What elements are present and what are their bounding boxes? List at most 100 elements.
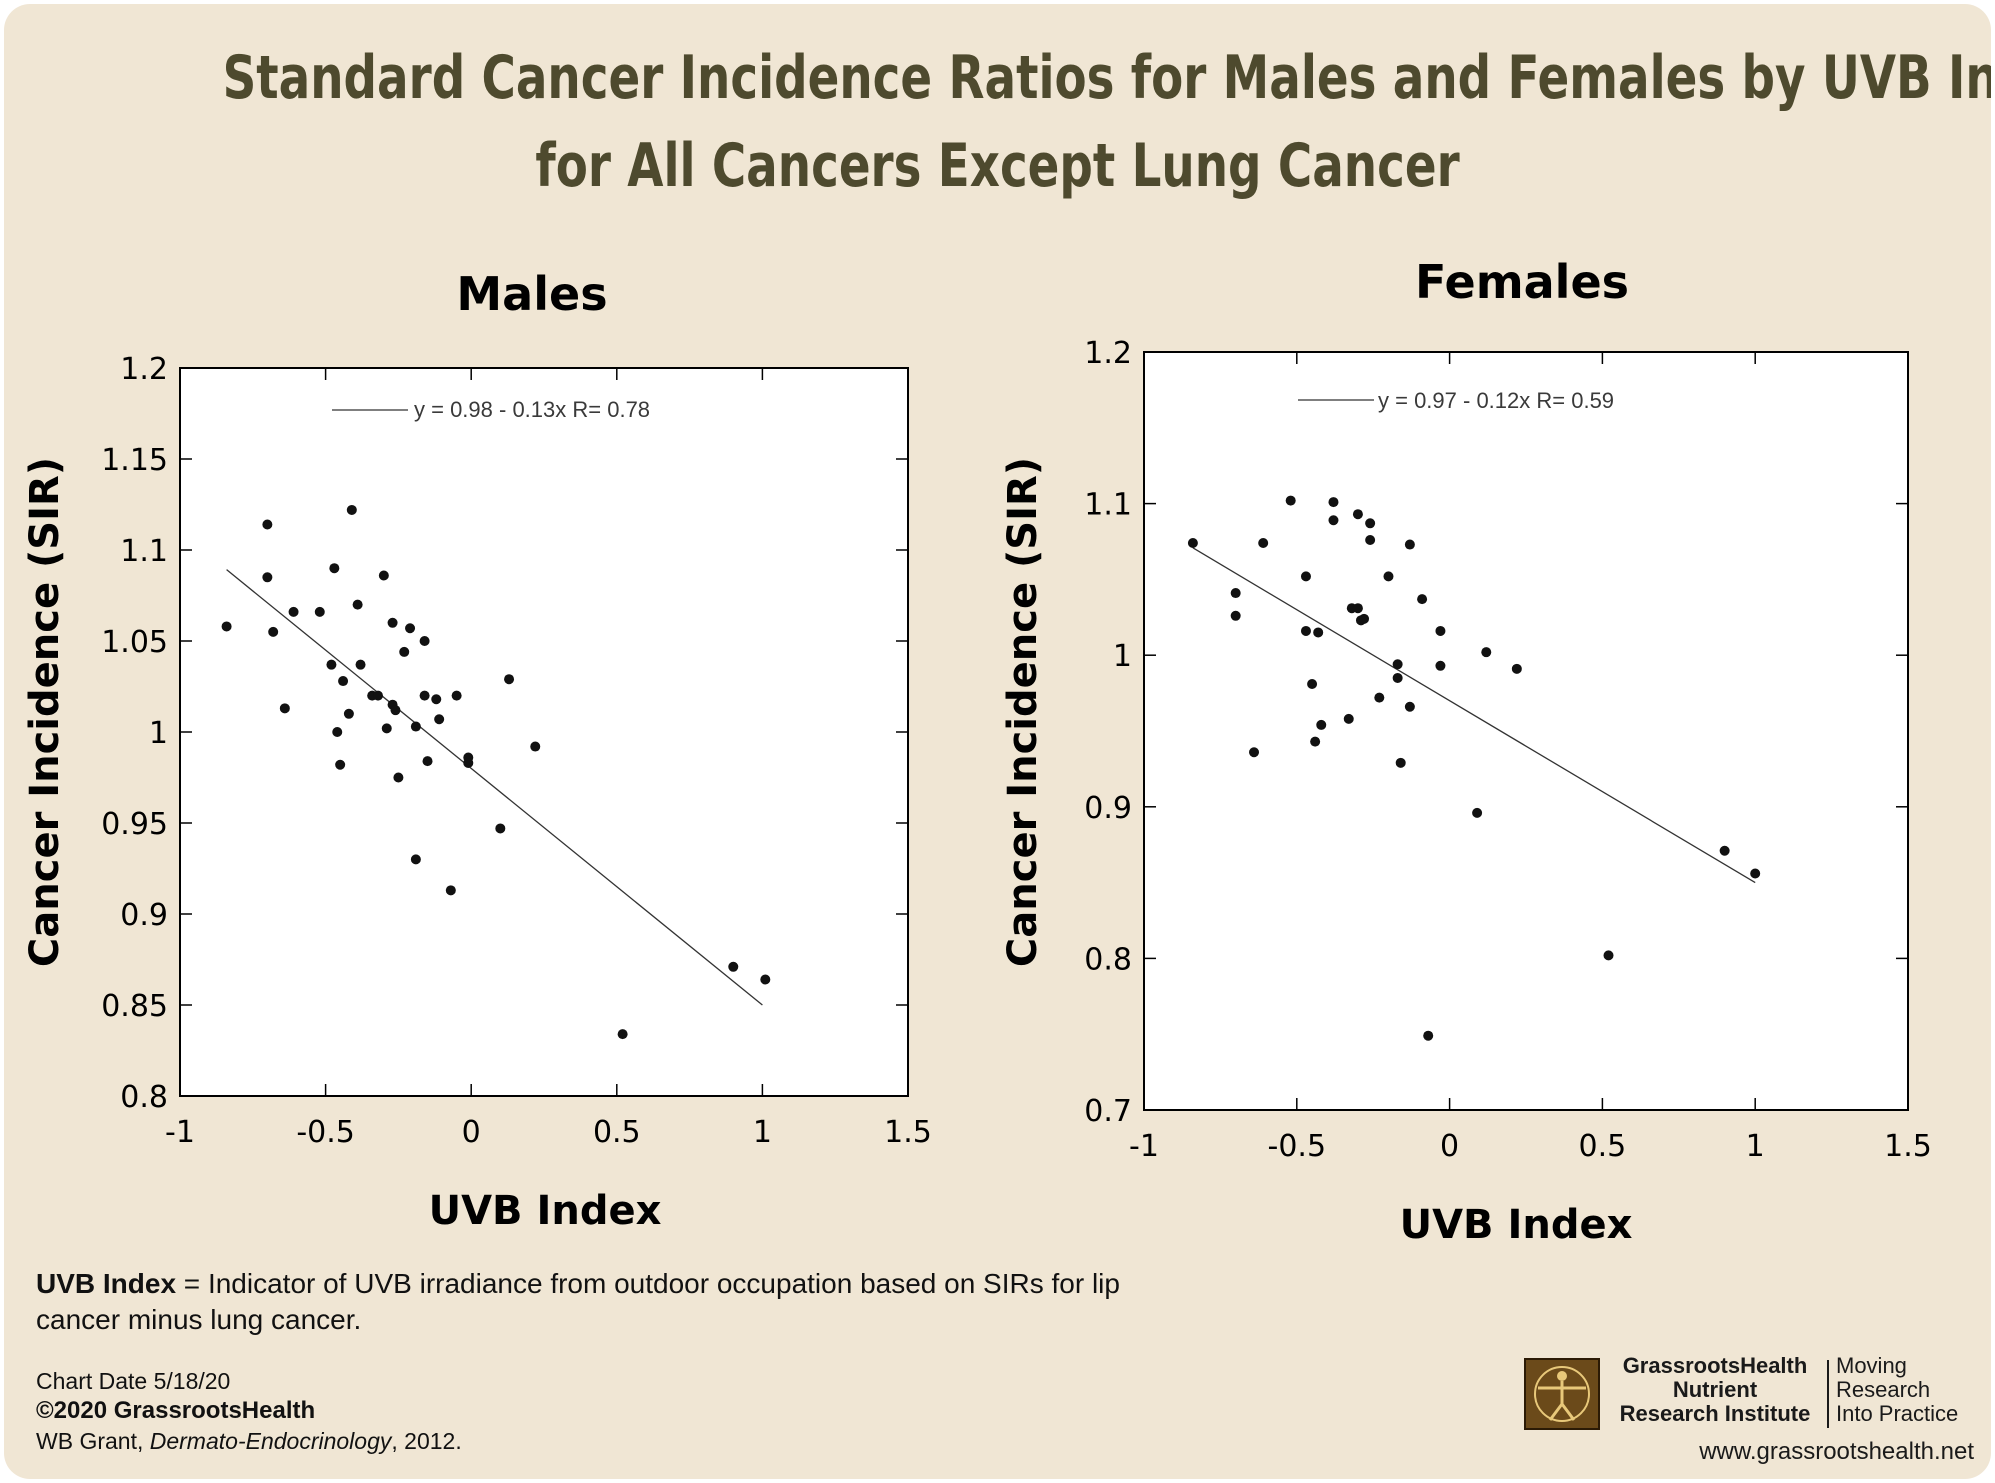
data-point: [463, 757, 474, 768]
data-point: [419, 636, 430, 646]
citation-author: WB Grant,: [36, 1428, 150, 1454]
y-tick-label: 1: [1113, 639, 1132, 674]
data-point: [431, 694, 442, 705]
data-point: [378, 570, 389, 581]
regression-line: [226, 569, 763, 1006]
x-tick-label: -1: [165, 1115, 195, 1150]
data-point: [262, 519, 273, 530]
data-point: [1316, 719, 1327, 730]
credits: Chart Date 5/18/20 ©2020 GrassrootsHealt…: [36, 1366, 462, 1456]
x-tick-label: 0.5: [593, 1115, 641, 1150]
data-point: [1417, 594, 1428, 605]
x-tick-label: -0.5: [1268, 1129, 1327, 1164]
y-tick-label: 1.15: [101, 443, 168, 478]
regression-line: [1192, 547, 1756, 884]
data-point: [1435, 625, 1446, 636]
data-point: [279, 703, 290, 714]
citation: WB Grant, Dermato-Endocrinology, 2012.: [36, 1426, 462, 1456]
data-point: [617, 1029, 628, 1040]
plot-area: [179, 367, 909, 1097]
chart-females: Females UVB Index Cancer Incidence (SIR) -1…: [1000, 255, 1932, 1248]
logo-tag-line-3: Into Practice: [1836, 1401, 1959, 1426]
data-point: [1352, 509, 1363, 520]
data-point: [1365, 518, 1376, 529]
data-point: [390, 705, 401, 716]
data-point: [728, 961, 739, 972]
logo-tag-line-1: Moving: [1836, 1353, 1907, 1378]
data-point: [410, 721, 421, 732]
grassrootshealth-logo: GrassrootsHealth Nutrient Research Insti…: [1524, 1354, 1984, 1434]
data-point: [338, 676, 349, 687]
data-point: [434, 714, 445, 725]
logo-divider: [1827, 1360, 1829, 1428]
data-point: [1230, 588, 1241, 599]
data-point: [1310, 736, 1321, 747]
y-tick-label: 0.95: [101, 807, 168, 842]
data-point: [329, 563, 340, 574]
page-title: Standard Cancer Incidence Ratios for Mal…: [222, 34, 1991, 210]
y-tick-label: 0.7: [1084, 1094, 1132, 1129]
data-point: [221, 621, 232, 632]
data-point: [1511, 663, 1522, 674]
data-point: [1423, 1030, 1434, 1041]
x-axis-label: UVB Index: [429, 1188, 662, 1234]
chart-males: Males UVB Index Cancer Incidence (SIR) -1 -0…: [22, 267, 932, 1234]
footnote-definition: = Indicator of UVB irradiance from outdo…: [36, 1268, 1120, 1335]
y-axis-label: Cancer Incidence (SIR): [1000, 457, 1046, 967]
data-point: [1392, 672, 1403, 683]
chart-title: Males: [456, 267, 607, 321]
data-point: [1404, 539, 1415, 550]
data-point: [445, 885, 456, 896]
y-tick-label: 1.1: [120, 534, 168, 569]
data-point: [1374, 692, 1385, 703]
data-point: [355, 659, 366, 670]
legend-text: y = 0.98 - 0.13x R= 0.78: [414, 397, 650, 422]
data-point: [1230, 610, 1241, 621]
y-tick-label: 0.9: [1084, 791, 1132, 826]
data-point: [1328, 515, 1339, 526]
data-point: [1307, 679, 1318, 690]
x-tick-label: 1: [753, 1115, 772, 1150]
data-point: [1719, 845, 1730, 856]
data-point: [1285, 495, 1296, 506]
data-point: [410, 854, 421, 865]
data-point: [381, 723, 392, 734]
y-tick-label: 0.85: [101, 989, 168, 1024]
data-point: [1472, 807, 1483, 818]
data-point: [1404, 701, 1415, 712]
chart-date: Chart Date 5/18/20: [36, 1368, 231, 1394]
y-tick-label: 0.9: [120, 898, 168, 933]
data-point: [1300, 625, 1311, 636]
data-point: [346, 504, 357, 515]
title-line-2: for All Cancers Except Lung Cancer: [535, 131, 1460, 201]
data-point: [1313, 627, 1324, 638]
data-point: [314, 606, 325, 617]
x-axis-label: UVB Index: [1400, 1202, 1633, 1248]
data-point: [1392, 659, 1403, 670]
data-point: [419, 690, 430, 701]
y-tick-label: 0.8: [120, 1080, 168, 1115]
data-point: [1750, 868, 1761, 879]
data-point: [373, 690, 384, 701]
copyright: ©2020 GrassrootsHealth: [36, 1397, 316, 1424]
data-point: [288, 606, 299, 617]
logo-name-line-1: GrassrootsHealth: [1622, 1353, 1808, 1378]
data-point: [1249, 747, 1260, 758]
data-point: [262, 572, 273, 583]
x-tick-label: 1.5: [1884, 1129, 1932, 1164]
data-point: [1435, 660, 1446, 671]
data-point: [451, 690, 462, 701]
data-point: [1328, 497, 1339, 508]
footnote-term: UVB Index: [36, 1268, 177, 1299]
y-tick-label: 1.2: [1084, 336, 1132, 371]
data-point: [1481, 647, 1492, 658]
title-line-1: Standard Cancer Incidence Ratios for Mal…: [222, 43, 1991, 113]
data-point: [405, 623, 416, 634]
citation-year: , 2012.: [391, 1428, 462, 1454]
data-point: [268, 626, 279, 637]
data-point: [1300, 571, 1311, 582]
data-point: [335, 759, 346, 770]
y-tick-label: 1.1: [1084, 488, 1132, 523]
plot-area: [1143, 351, 1909, 1111]
